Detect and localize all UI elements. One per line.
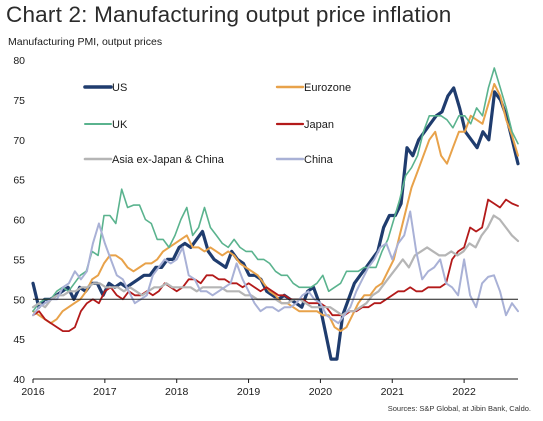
y-tick-label: 45 xyxy=(13,334,25,346)
y-tick-label: 75 xyxy=(13,95,25,107)
x-tick-label: 2018 xyxy=(165,386,189,398)
legend: US Eurozone UK Japan Asia ex-Japan & China Ch… xyxy=(83,82,351,166)
x-tick-label: 2017 xyxy=(93,386,117,398)
y-tick-label: 40 xyxy=(13,374,25,386)
axes: 40 45 50 55 60 65 70 75 80 2016 2017 2018 2019 2020 20… xyxy=(13,55,518,398)
source-note: Sources: S&P Global, at Jibin Bank, Cald… xyxy=(387,404,531,413)
legend-label: Japan xyxy=(304,119,334,131)
series-line-japan xyxy=(32,198,519,333)
series-line-uk xyxy=(32,67,519,313)
y-tick-label: 70 xyxy=(13,135,25,147)
x-tick-label: 2022 xyxy=(452,386,476,398)
legend-label: UK xyxy=(112,119,128,131)
y-tick-label: 50 xyxy=(13,294,25,306)
chart-title: Chart 2: Manufacturing output price infl… xyxy=(6,2,452,27)
series-line-china xyxy=(32,210,519,325)
y-tick-label: 80 xyxy=(13,55,25,67)
x-tick-label: 2021 xyxy=(381,386,405,398)
legend-label: US xyxy=(112,82,127,94)
series-line-asia-ex-japan-china xyxy=(31,214,520,317)
y-tick-label: 60 xyxy=(13,215,25,227)
x-tick-label: 2019 xyxy=(237,386,261,398)
y-tick-label: 65 xyxy=(13,175,25,187)
x-tick-label: 2020 xyxy=(309,386,333,398)
series-line-us xyxy=(31,86,520,361)
legend-label: China xyxy=(304,154,334,166)
y-tick-label: 55 xyxy=(13,254,25,266)
series-line-eurozone xyxy=(32,82,519,333)
legend-label: Eurozone xyxy=(304,82,351,94)
series-layer xyxy=(31,67,520,361)
chart-subtitle: Manufacturing PMI, output prices xyxy=(8,36,163,48)
legend-label: Asia ex-Japan & China xyxy=(112,154,225,166)
x-tick-label: 2016 xyxy=(21,386,45,398)
